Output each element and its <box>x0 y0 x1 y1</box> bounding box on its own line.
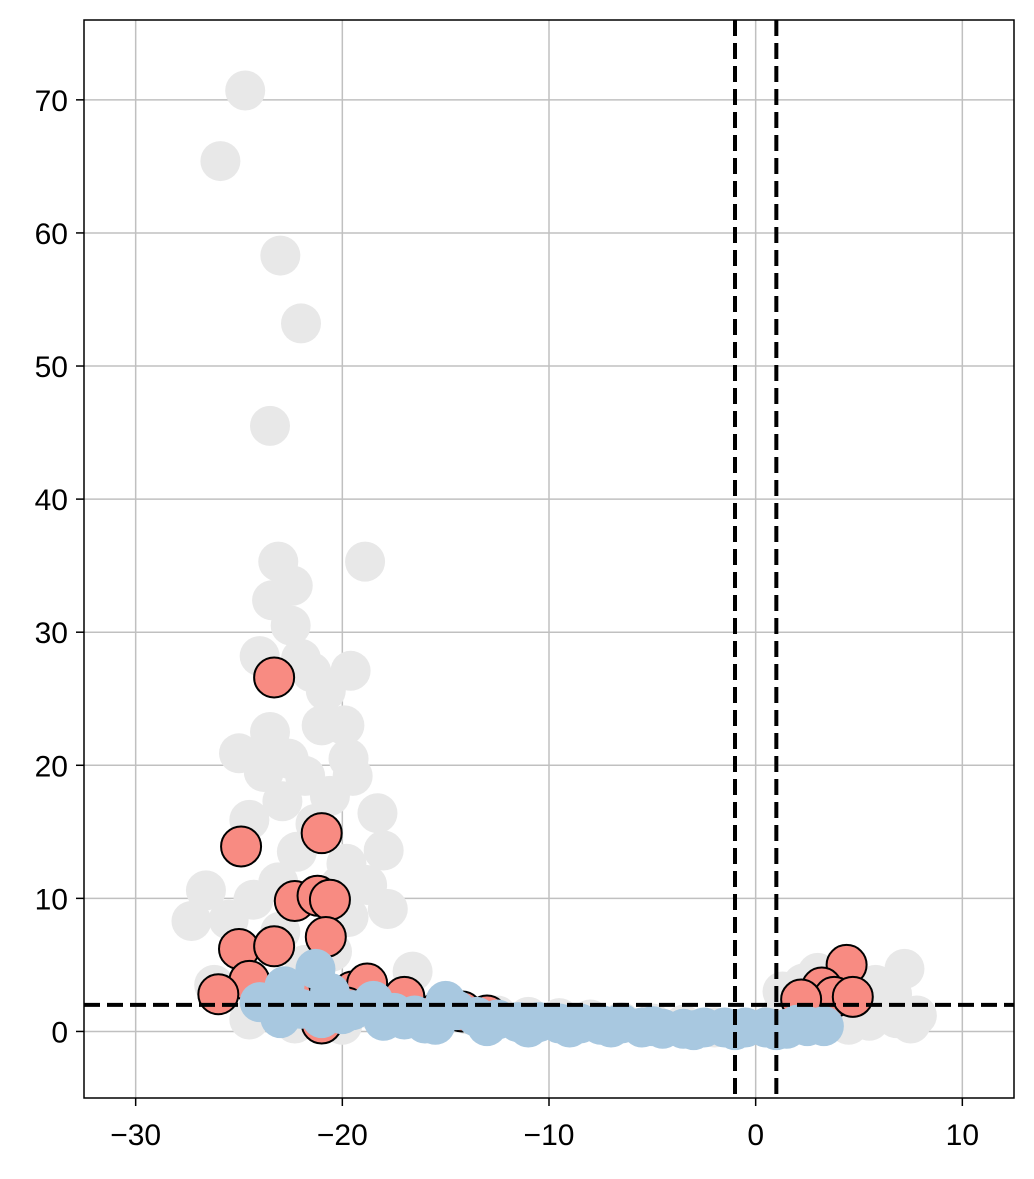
x-tick-label: −20 <box>317 1119 368 1152</box>
not_significant-point <box>324 705 365 746</box>
low_significance-point <box>591 1007 631 1048</box>
significant-point <box>197 973 240 1016</box>
not_significant-point <box>357 793 398 834</box>
not_significant-point <box>225 70 266 111</box>
low_significance-point <box>673 1010 714 1051</box>
axis-layer: −30 −20 −10 0 10 0 10 20 30 40 50 60 70 <box>35 85 979 1152</box>
not_significant-point <box>367 889 408 930</box>
y-tick-label: 50 <box>35 351 68 384</box>
y-tick-label: 30 <box>35 617 68 650</box>
not_significant-point <box>281 303 321 344</box>
not_significant-point <box>243 751 284 792</box>
significant-point <box>253 925 296 968</box>
low_significance-point <box>508 1007 549 1048</box>
not_significant-point <box>270 605 311 646</box>
not_significant-point <box>260 235 301 276</box>
y-tick-label: 0 <box>51 1016 68 1049</box>
low_significance-point <box>549 1007 590 1048</box>
y-tick-label: 60 <box>35 218 68 251</box>
not_significant-point <box>345 541 386 582</box>
not_significant-point <box>305 670 346 711</box>
low_significance-point <box>322 994 363 1035</box>
low_significance-point <box>777 1004 817 1045</box>
low_significance-point <box>260 998 301 1039</box>
significant-point <box>831 975 874 1018</box>
y-tick-label: 70 <box>35 85 68 118</box>
points-layer <box>171 70 937 1051</box>
threshold-layer <box>84 20 1014 1098</box>
not_significant-point <box>200 141 241 182</box>
low_significance-point <box>415 1004 456 1045</box>
y-tick-label: 20 <box>35 750 68 783</box>
significant-point <box>308 878 351 921</box>
x-tick-label: −10 <box>524 1119 575 1152</box>
not_significant-point <box>262 781 303 822</box>
y-tick-label: 10 <box>35 883 68 916</box>
y-tick-label: 40 <box>35 484 68 517</box>
x-tick-label: 10 <box>946 1119 979 1152</box>
significant-point <box>253 656 296 699</box>
not_significant-point <box>250 405 290 446</box>
not_significant-point <box>171 900 212 941</box>
low_significance-point <box>632 1006 673 1047</box>
low_significance-point <box>715 1010 755 1051</box>
significant-point <box>300 812 343 855</box>
not_significant-point <box>890 1003 931 1044</box>
low_significance-point <box>467 1006 507 1047</box>
x-tick-label: 0 <box>747 1119 764 1152</box>
not_significant-point <box>185 870 226 911</box>
x-tick-label: −30 <box>110 1119 161 1152</box>
significant-point <box>220 825 263 868</box>
not_significant-point <box>363 830 404 871</box>
